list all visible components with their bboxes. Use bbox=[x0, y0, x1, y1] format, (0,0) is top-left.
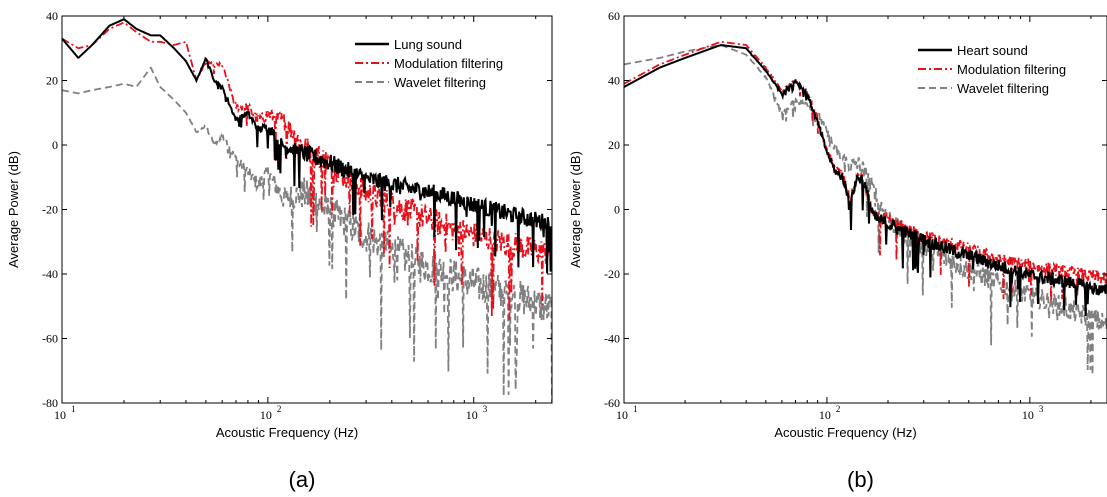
y-tick-label: 40 bbox=[46, 9, 58, 23]
x-tick-label: 10 bbox=[260, 408, 272, 422]
x-tick-label: 10 bbox=[466, 408, 478, 422]
y-axis-label: Average Power (dB) bbox=[568, 151, 583, 268]
x-tick-exponent: 1 bbox=[71, 404, 76, 414]
x-tick-exponent: 3 bbox=[1039, 404, 1044, 414]
chart-panel-a: -80 -60 -40 -20 0 20 40 10 1 10 2 10 3 Acoustic Frequ… bbox=[6, 9, 553, 492]
y-tick-label: 20 bbox=[608, 138, 620, 152]
y-tick-label: -20 bbox=[42, 203, 58, 217]
y-tick-label: 40 bbox=[608, 74, 620, 88]
x-tick-label: 10 bbox=[819, 408, 831, 422]
x-tick-exponent: 1 bbox=[633, 404, 638, 414]
x-tick-exponent: 2 bbox=[836, 404, 841, 414]
y-tick-label: -40 bbox=[604, 332, 620, 346]
y-tick-label: 0 bbox=[614, 203, 620, 217]
x-tick-label: 10 bbox=[54, 408, 66, 422]
legend: Lung sound Modulation filtering Wavelet fi… bbox=[355, 37, 503, 90]
panel-caption: (b) bbox=[847, 467, 874, 492]
series-line-heart-sound bbox=[624, 44, 1107, 317]
x-tick-label: 10 bbox=[616, 408, 628, 422]
series-line-wavelet-filtering bbox=[62, 66, 552, 403]
panel-caption: (a) bbox=[289, 467, 316, 492]
y-tick-label: 20 bbox=[46, 74, 58, 88]
legend-label: Wavelet filtering bbox=[394, 75, 486, 90]
x-tick-exponent: 3 bbox=[483, 404, 488, 414]
legend-label: Lung sound bbox=[394, 37, 462, 52]
series-line-lung-sound bbox=[62, 18, 552, 274]
y-tick-label: -60 bbox=[42, 332, 58, 346]
x-axis-label: Acoustic Frequency (Hz) bbox=[216, 425, 358, 440]
legend-label: Heart sound bbox=[957, 43, 1028, 58]
legend: Heart sound Modulation filtering Wavelet f… bbox=[918, 43, 1066, 96]
series-line-wavelet-filtering bbox=[624, 44, 1107, 375]
legend-label: Wavelet filtering bbox=[957, 81, 1049, 96]
y-tick-label: 0 bbox=[52, 138, 58, 152]
legend-label: Modulation filtering bbox=[957, 62, 1066, 77]
x-tick-exponent: 2 bbox=[277, 404, 282, 414]
x-axis-label: Acoustic Frequency (Hz) bbox=[774, 425, 916, 440]
y-tick-label: -80 bbox=[42, 396, 58, 410]
y-tick-label: -20 bbox=[604, 267, 620, 281]
chart-panel-b: -60 -40 -20 0 20 40 60 10 1 10 2 10 3 Acoustic Freque… bbox=[568, 9, 1107, 492]
y-tick-label: 60 bbox=[608, 9, 620, 23]
x-tick-label: 10 bbox=[1022, 408, 1034, 422]
y-tick-label: -40 bbox=[42, 267, 58, 281]
legend-label: Modulation filtering bbox=[394, 56, 503, 71]
y-axis-label: Average Power (dB) bbox=[6, 151, 21, 268]
y-tick-label: -60 bbox=[604, 396, 620, 410]
